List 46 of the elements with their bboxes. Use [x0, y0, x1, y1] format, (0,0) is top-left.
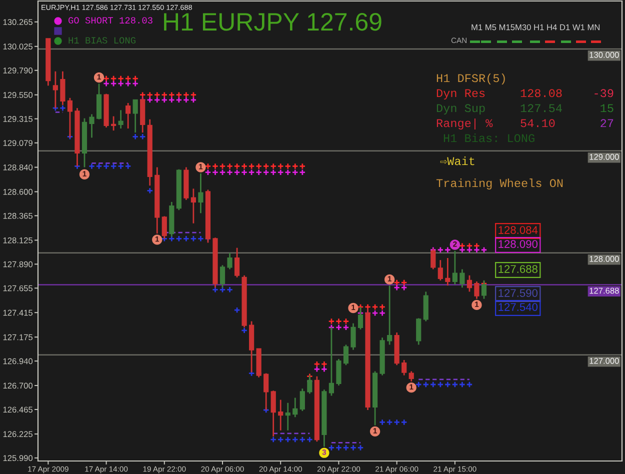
- text: 127.540: [498, 303, 538, 311]
- y-tick-label: 129.315: [3, 116, 33, 122]
- y-tick-label: 127.175: [3, 334, 33, 340]
- y-tick-label: 128.600: [3, 188, 33, 195]
- annotation: M1 M5 M15M30 H1 H4 D1 W1 MN: [472, 24, 600, 30]
- y-tick-label: 127.655: [3, 285, 33, 292]
- text: 127.54: [520, 104, 562, 112]
- y-tick-label: 126.940: [3, 358, 33, 364]
- text: 54.10: [520, 119, 555, 128]
- ref-line-label: 127.000: [590, 358, 619, 364]
- annotation: Dyn Res: [436, 89, 485, 100]
- y-tick-label: 128.365: [3, 212, 33, 219]
- text: 15: [600, 104, 614, 112]
- ref-line-label: 128.000: [590, 256, 619, 262]
- y-tick-label: 126.225: [3, 431, 33, 438]
- y-tick-label: 130.265: [3, 19, 33, 26]
- y-tick-label: 129.790: [3, 68, 33, 74]
- chart-title: H1 EURJPY 127.69: [164, 13, 382, 31]
- y-tick-label: 129.079: [3, 140, 32, 146]
- y-tick-label: 127.890: [3, 261, 33, 268]
- text: 128.08: [520, 89, 562, 98]
- annotation: H1 BIAS LONG: [68, 37, 136, 44]
- annotation: GO SHORT 128.03: [68, 17, 152, 24]
- annotation: H1 DFSR(5): [436, 74, 505, 85]
- text: 128.084: [498, 226, 538, 234]
- annotation: Range| %: [436, 118, 493, 130]
- annotation: Dyn Sup: [436, 104, 485, 114]
- ref-line-label: 130.000: [590, 52, 619, 58]
- y-tick-label: 130.025: [3, 44, 33, 50]
- y-tick-label: 129.550: [3, 92, 33, 98]
- y-tick-label: 125.990: [3, 455, 33, 462]
- ref-line-label: 127.688: [590, 288, 619, 294]
- text: 128.090: [498, 240, 538, 248]
- text: 27: [600, 119, 614, 128]
- y-tick-label: 126.700: [3, 382, 33, 389]
- y-tick-label: 126.465: [3, 406, 33, 413]
- y-tick-label: 128.125: [3, 237, 33, 244]
- ref-line-label: 129.000: [590, 154, 619, 160]
- annotation: H1 Bias: LONG: [444, 133, 534, 142]
- annotation: Training Wheels ON: [436, 178, 563, 190]
- text: 127.590: [498, 289, 538, 297]
- text: -39: [594, 89, 614, 98]
- y-tick-label: 128.840: [3, 164, 33, 170]
- y-tick-label: 127.415: [3, 310, 33, 316]
- annotation: ⇨Wait: [440, 156, 474, 166]
- text: 127.688: [498, 265, 538, 273]
